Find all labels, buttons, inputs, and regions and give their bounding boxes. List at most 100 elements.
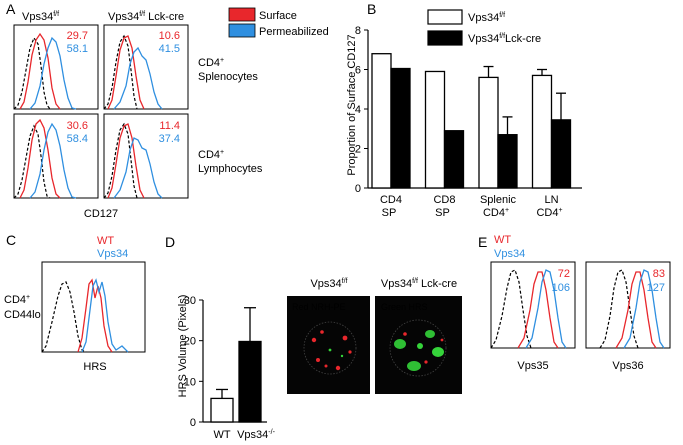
y-tick-label-b-2: 4 [355, 104, 361, 116]
legend-surface-swatch [228, 7, 256, 22]
panel-label-a: A [6, 1, 16, 17]
legend-swatch-ko [427, 30, 463, 46]
panel-label-e: E [478, 234, 487, 250]
panel-label-b: B [367, 1, 376, 17]
permeabilized-value-a4: 37.4 [159, 133, 180, 145]
bar-b-0-3 [531, 74, 553, 189]
row-label-lymphocytes-line1: CD4+ [198, 149, 224, 161]
y-tick-label-d-1: 10 [184, 376, 196, 388]
histogram-frame-e1 [490, 261, 576, 349]
vps34-curve-e1 [525, 269, 567, 349]
permeabilized-value-a3: 58.4 [67, 133, 88, 145]
x-tick-label-b-0-line2: SP [382, 207, 397, 219]
x-tick-label-b-1-line2: SP [435, 207, 450, 219]
y-tick-label-d-0: 0 [190, 417, 196, 429]
x-axis-label-vps36: Vps36 [612, 360, 643, 372]
x-tick-label-b-2-line2: CD4+ [483, 207, 509, 219]
x-axis-label-hrs: HRS [83, 361, 106, 373]
wt-value-vps35: 72 [558, 268, 570, 280]
row-label-c-line1: CD4+ [4, 294, 30, 306]
isotype-curve-e1 [490, 269, 532, 349]
isotype-curve-e2 [599, 269, 639, 349]
image-caption-red: Red NRH-PE [292, 302, 346, 312]
histogram-frame-a1 [13, 24, 99, 110]
row-label-lymphocytes-line2: Lymphocytes [198, 163, 263, 175]
x-tick-label-b-0-line1: CD4 [380, 194, 402, 206]
wt-value-vps36: 83 [653, 268, 665, 280]
legend-permeabilized-swatch [228, 23, 256, 38]
surface-value-a1: 29.7 [67, 30, 88, 42]
x-tick-label-b-2-line1: Splenic [480, 194, 517, 206]
col-header-ko: Vps34f/f Lck-cre [108, 11, 184, 23]
histogram-frame-a4 [103, 113, 189, 199]
vps34-curve-c [81, 278, 129, 353]
surface-curve-a4 [107, 123, 145, 199]
surface-value-a2: 10.6 [159, 30, 180, 42]
permeabilized-curve-a4 [113, 137, 163, 199]
y-axis-label-b: Proportion of Surface CD127 [346, 34, 358, 175]
y-tick-label-b-3: 6 [355, 65, 361, 77]
x-tick-label-b-1-line1: CD8 [433, 194, 455, 206]
isotype-curve-c [41, 281, 87, 353]
permeabilized-value-a1: 58.1 [67, 43, 88, 55]
x-axis-label-vps35: Vps35 [517, 360, 548, 372]
surface-value-a3: 30.6 [67, 120, 88, 132]
permeabilized-curve-a3 [29, 122, 77, 199]
panel-c: C WT Vps34 CD4+ CD44lo HRS [4, 232, 146, 373]
row-label-c-line2: CD44lo [4, 309, 41, 321]
x-axis-label-cd127: CD127 [84, 208, 118, 220]
legend-surface-label: Surface [259, 10, 297, 22]
x-tick-label-b-3-line1: LN [544, 194, 558, 206]
vps34-value-vps36: 127 [647, 282, 665, 294]
legend-label-wt: Vps34f/f [468, 12, 505, 24]
wt-curve-c [77, 278, 113, 353]
panel-b: B Proportion of Surface CD127 Vps34f/f V… [346, 1, 582, 219]
col-header-wt: Vps34f/f [22, 11, 59, 23]
y-tick-label-d-2: 20 [184, 336, 196, 348]
image-title-ko: Vps34f/f Lck-cre [381, 278, 457, 290]
bar-b-0-2 [478, 76, 499, 189]
row-label-splenocytes-line2: Splenocytes [198, 71, 258, 83]
y-tick-label-b-0: 0 [355, 183, 361, 195]
bar-b-1-0 [390, 67, 411, 189]
histogram-frame-a3 [13, 113, 99, 199]
bar-b-1-1 [443, 130, 465, 189]
legend-swatch-wt [427, 9, 463, 25]
surface-curve-a3 [19, 118, 61, 199]
isotype-curve-a1 [13, 36, 51, 110]
panel-a: A Vps34f/f Vps34f/f Lck-cre Surface Perm… [6, 1, 329, 220]
permeabilized-curve-a2 [113, 46, 163, 110]
y-tick-label-d-3: 30 [184, 295, 196, 307]
surface-curve-a1 [19, 32, 61, 110]
legend-wt-c: WT [97, 235, 114, 247]
permeabilized-value-a2: 41.5 [159, 43, 180, 55]
bar-d-0 [210, 397, 234, 423]
bar-b-1-2 [497, 134, 518, 189]
bar-b-1-3 [550, 119, 572, 189]
legend-permeabilized-label: Permeabilized [259, 26, 329, 38]
wt-curve-e2 [615, 271, 657, 349]
y-tick-label-b-1: 2 [355, 144, 361, 156]
histogram-frame-c [41, 261, 146, 353]
wt-curve-e1 [517, 271, 559, 349]
isotype-curve-a3 [13, 124, 51, 199]
y-tick-label-b-4: 8 [355, 25, 361, 37]
histogram-frame-a2 [103, 24, 189, 110]
bar-b-0-1 [424, 70, 446, 189]
image-title-wt: Vps34f/f [310, 278, 347, 290]
x-tick-label-d-1: Vps34-/- [237, 429, 275, 441]
panel-label-d: D [165, 234, 175, 250]
surface-value-a4: 11.4 [159, 120, 180, 132]
image-caption-green: Green HRS [381, 302, 428, 312]
histogram-frame-e2 [585, 261, 671, 349]
panel-e: E WT Vps34 72 106 Vps35 83 127 Vps36 [478, 234, 671, 372]
legend-vps34-e: Vps34 [494, 248, 525, 260]
panel-label-c: C [6, 232, 16, 248]
legend-wt-e: WT [494, 234, 511, 246]
row-label-splenocytes-line1: CD4+ [198, 57, 224, 69]
legend-vps34-c: Vps34 [97, 248, 128, 260]
y-axis-label-d: HRS Volume (Pixels) [177, 295, 189, 398]
